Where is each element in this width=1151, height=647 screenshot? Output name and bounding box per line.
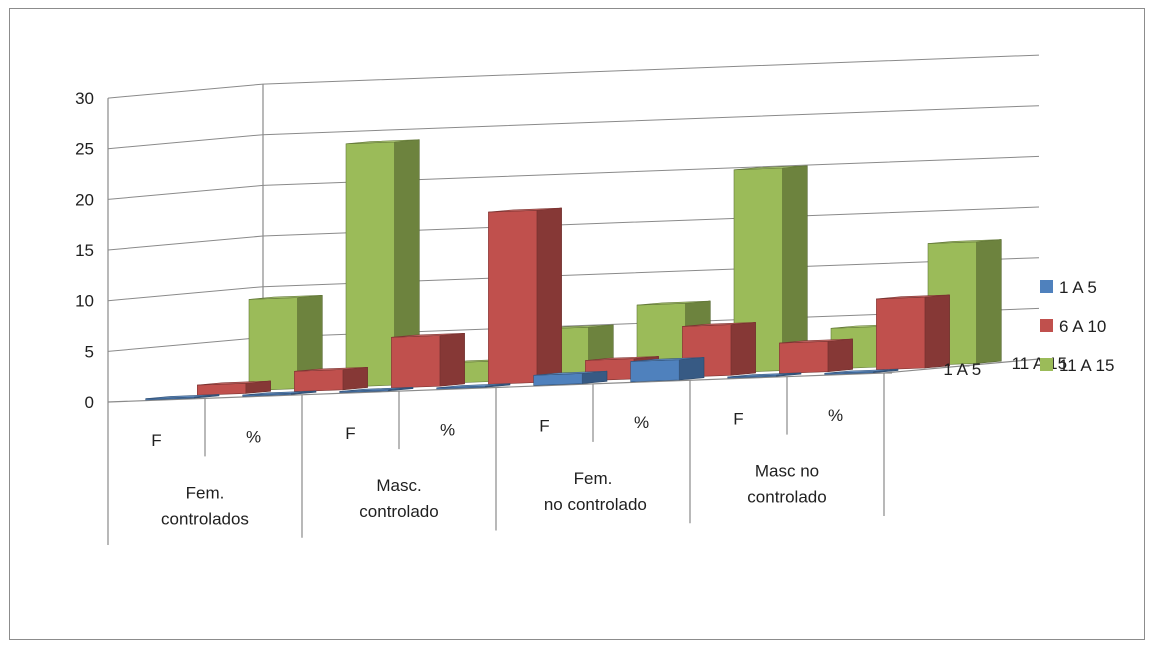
legend: 1 A 5 6 A 10 11 A 15 [1040,278,1114,375]
bar-top [636,300,711,306]
bar [248,294,323,391]
bar-front [345,141,395,388]
legend-item: 6 A 10 [1040,317,1106,336]
bar [488,207,562,385]
axes [107,84,1047,545]
bar [779,338,853,374]
category-group-label: Masc no controlado [747,462,826,507]
bar-top [145,394,220,399]
legend-swatch [1040,280,1053,293]
bar-top [294,367,368,372]
axis-labels: 0 5 10 15 20 25 30 11 A 15 1 A 5 F% F% F% F % Fem. cont… [75,89,1067,528]
bar-side [439,332,465,387]
bar-top [733,165,808,171]
legend-item: 11 A 15 [1040,356,1114,375]
bar-front [488,209,538,385]
depth-axis-label: 1 A 5 [943,360,981,379]
bar-side [827,338,853,373]
bar [294,366,368,392]
bar-top [197,380,271,386]
category-group-label: Masc. controlado [359,476,438,521]
bar [824,368,899,375]
bar-side [536,207,562,383]
legend-swatch [1040,319,1053,332]
bar-front [779,340,829,374]
category-sub-label: F [733,409,743,428]
category-sub-label: F [345,424,355,443]
y-tick-label: 5 [85,342,94,361]
bar-top [436,383,511,389]
bar-top [630,357,705,362]
category-group-label: Fem. no controlado [539,469,647,514]
bar-top [533,370,608,376]
bar-top [248,295,323,300]
bars [145,139,1002,401]
bar-top [682,322,756,327]
category-group-label: Fem. controlados [161,483,249,528]
bar [242,390,317,397]
bar [145,394,220,401]
category-sub-label: % [828,406,843,425]
y-tick-label: 20 [75,190,94,209]
y-tick-label: 15 [75,241,94,260]
bar [533,370,608,386]
bar-top [339,387,414,392]
bar-top [824,368,899,374]
bar-side [976,239,1002,364]
bar [630,357,705,383]
category-sub-label: % [440,420,455,439]
bar [876,294,950,371]
bar [197,380,271,396]
bar-side [782,165,808,371]
legend-label: 11 A 15 [1059,356,1114,375]
bar-top [488,207,562,213]
bar [727,372,802,379]
y-tick-label: 10 [75,292,94,311]
bar-top [391,333,465,338]
depth-axis-label: 11 A 15 [1012,354,1067,373]
bar [391,332,465,389]
bar-top [345,139,420,145]
bar-front [248,297,298,391]
legend-swatch [1040,358,1053,371]
bar-side [730,322,756,376]
bar-top [585,356,659,361]
bar [733,165,808,373]
category-sub-label: F [151,431,161,450]
legend-label: 6 A 10 [1059,317,1106,336]
category-sub-label: F [539,417,549,436]
bar-top [242,390,317,396]
bar-front [294,369,344,392]
bar [339,387,414,393]
bar-front [630,359,680,383]
bar-side [924,294,950,369]
bar-front [391,335,441,389]
bar-side [678,357,705,381]
category-sub-label: % [246,428,261,447]
bar-top [876,294,950,300]
y-tick-label: 25 [75,140,94,159]
bar-side [342,366,368,391]
y-tick-label: 30 [75,89,94,108]
category-sub-label: % [634,413,649,432]
bar-front [876,296,926,371]
bar-top [779,338,853,344]
legend-item: 1 A 5 [1040,278,1097,297]
y-tick-label: 0 [85,393,94,412]
bar [436,383,511,390]
bar-top [927,239,1002,244]
bar-top [727,372,802,378]
legend-label: 1 A 5 [1059,278,1097,297]
